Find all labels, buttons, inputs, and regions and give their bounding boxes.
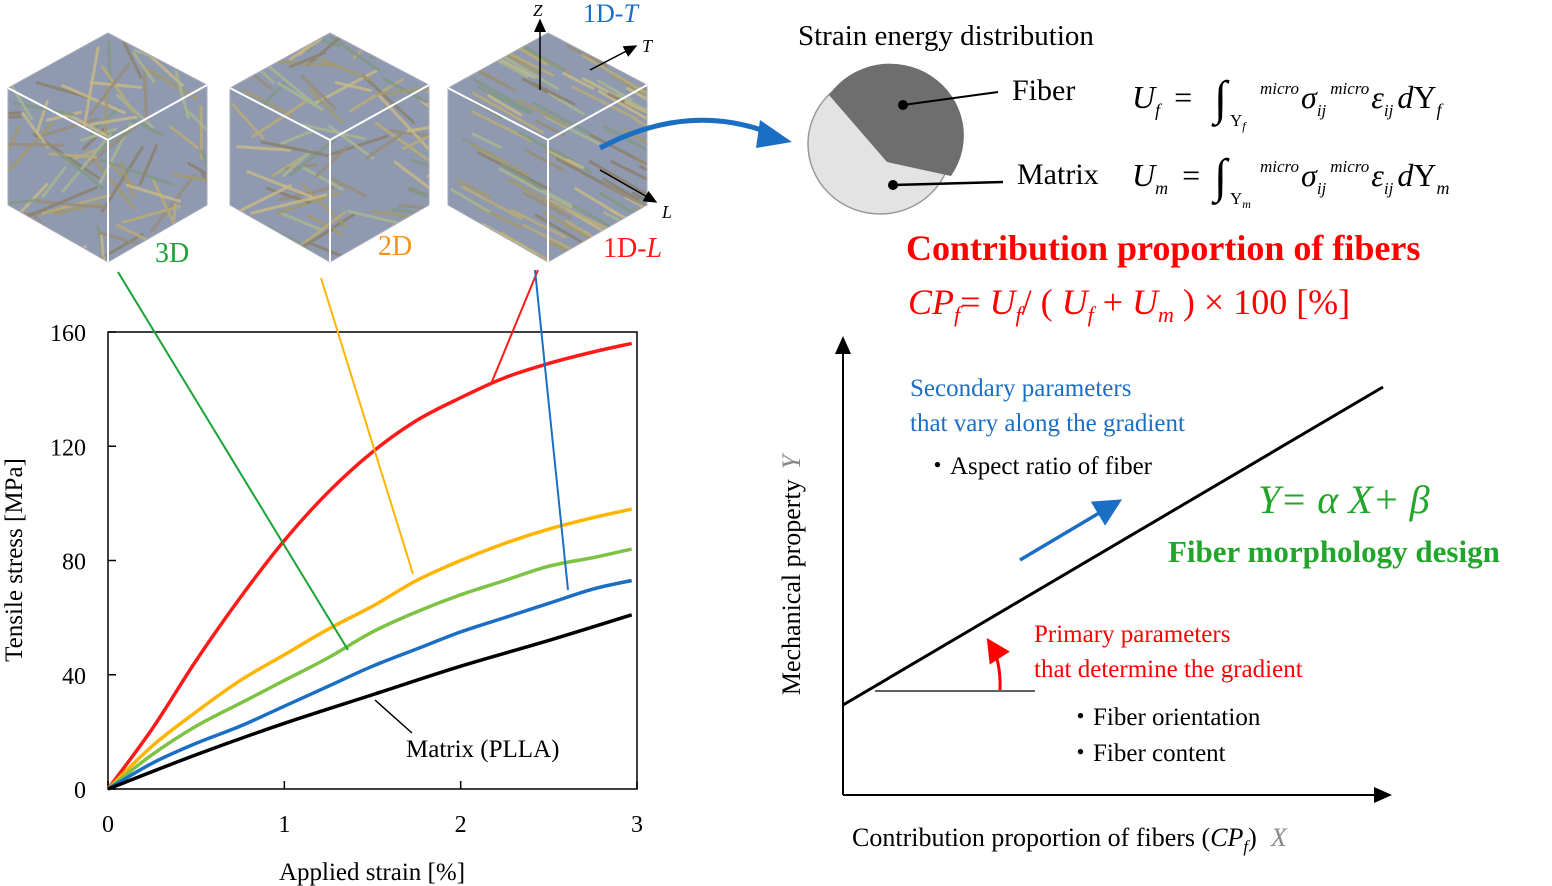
primary-params-line2: that determine the gradient xyxy=(1034,656,1303,683)
fiber-cube-models xyxy=(7,32,648,263)
pie-fiber-slice xyxy=(829,63,964,176)
l-axis-label: L xyxy=(661,202,672,222)
secondary-item: ・Aspect ratio of fiber xyxy=(925,453,1153,480)
contribution-formula: CPf= Uf/ ( Uf + Um ) × 100 [%] xyxy=(908,282,1350,327)
design-x-label: Contribution proportion of fibers (CPf) X xyxy=(852,823,1288,856)
design-diagram: Mechanical propertyY Contribution propor… xyxy=(777,336,1500,856)
y-tick-label: 160 xyxy=(50,321,86,347)
matrix-leader xyxy=(892,180,1004,187)
l-axis-arrow xyxy=(599,169,658,203)
design-y-label: Mechanical propertyY xyxy=(777,452,806,695)
matrix-leader-chart xyxy=(374,699,413,734)
series-line-4 xyxy=(107,613,633,791)
y-tick-label: 0 xyxy=(74,778,86,804)
series-line-2 xyxy=(106,547,633,791)
stress-strain-chart: 0 1 2 3 0 40 80 120 160 Matrix (PLLA) Applied st… xyxy=(1,269,643,886)
series-line-3 xyxy=(107,578,633,791)
cube-3d xyxy=(7,32,208,263)
svg-text:Uf=: Uf = xyxy=(1132,79,1192,120)
x-tick-label: 3 xyxy=(631,812,643,838)
fiber-energy-formula: Uf = ∫ Yf microσijmicroεij dYf xyxy=(1132,72,1444,133)
svg-text:Yf: Yf xyxy=(1230,111,1247,133)
svg-text:∫: ∫ xyxy=(1211,150,1230,205)
x-tick-label: 2 xyxy=(455,812,467,838)
flow-arrow xyxy=(598,117,776,151)
flow-arrow-head xyxy=(756,120,792,148)
fiber-morphology-design: Fiber morphology design xyxy=(1168,534,1500,569)
gradient-line xyxy=(842,385,1384,707)
y-tick-label: 40 xyxy=(62,664,86,690)
primary-params-line1: Primary parameters xyxy=(1034,621,1230,648)
leader-3d xyxy=(117,271,349,651)
secondary-params-line2: that vary along the gradient xyxy=(910,410,1185,437)
y-tick-label: 80 xyxy=(62,550,86,576)
cube-label-3d: 3D xyxy=(155,238,189,269)
strain-energy-title: Strain energy distribution xyxy=(798,20,1094,52)
along-gradient-arrow xyxy=(1019,499,1123,562)
primary-item-content: ・Fiber content xyxy=(1068,740,1226,767)
primary-item-orientation: ・Fiber orientation xyxy=(1068,704,1261,731)
secondary-params-line1: Secondary parameters xyxy=(910,375,1131,402)
t-axis-label: T xyxy=(642,36,654,56)
series-line-0 xyxy=(106,341,633,791)
x-tick-label: 1 xyxy=(278,812,290,838)
cube-label-1dt: 1D-T xyxy=(583,0,639,28)
cube-label-2d: 2D xyxy=(378,231,412,262)
fiber-leader xyxy=(902,91,999,106)
x-axis-title: Applied strain [%] xyxy=(279,859,465,886)
z-axis-label: Z xyxy=(533,1,543,20)
leader-1dt xyxy=(534,269,569,591)
linear-equation: Y= α X+ β xyxy=(1258,477,1430,522)
contribution-title: Contribution proportion of fibers xyxy=(906,228,1420,268)
matrix-energy-formula: Um = ∫ Ym microσijmicroεij dYm xyxy=(1132,150,1449,211)
leader-2d xyxy=(320,277,414,575)
svg-text:∫: ∫ xyxy=(1211,72,1230,127)
y-tick-label: 120 xyxy=(50,435,86,461)
fiber-label: Fiber xyxy=(1012,74,1075,107)
matrix-label: Matrix xyxy=(1017,158,1099,191)
cube-1d xyxy=(447,32,648,263)
y-axis-title: Tensile stress [MPa] xyxy=(1,458,28,662)
series-line-1 xyxy=(106,507,633,791)
leader-1dl xyxy=(490,269,539,385)
svg-text:Ym: Ym xyxy=(1230,189,1251,211)
gradient-angle-arrow xyxy=(986,637,1010,691)
matrix-annotation: Matrix (PLLA) xyxy=(406,736,559,763)
svg-text:Um=: Um = xyxy=(1132,157,1200,198)
x-tick-label: 0 xyxy=(102,812,114,838)
cube-label-1dl: 1D-L xyxy=(603,233,662,264)
t-axis-arrow xyxy=(589,45,638,71)
cube-2d xyxy=(229,32,430,263)
